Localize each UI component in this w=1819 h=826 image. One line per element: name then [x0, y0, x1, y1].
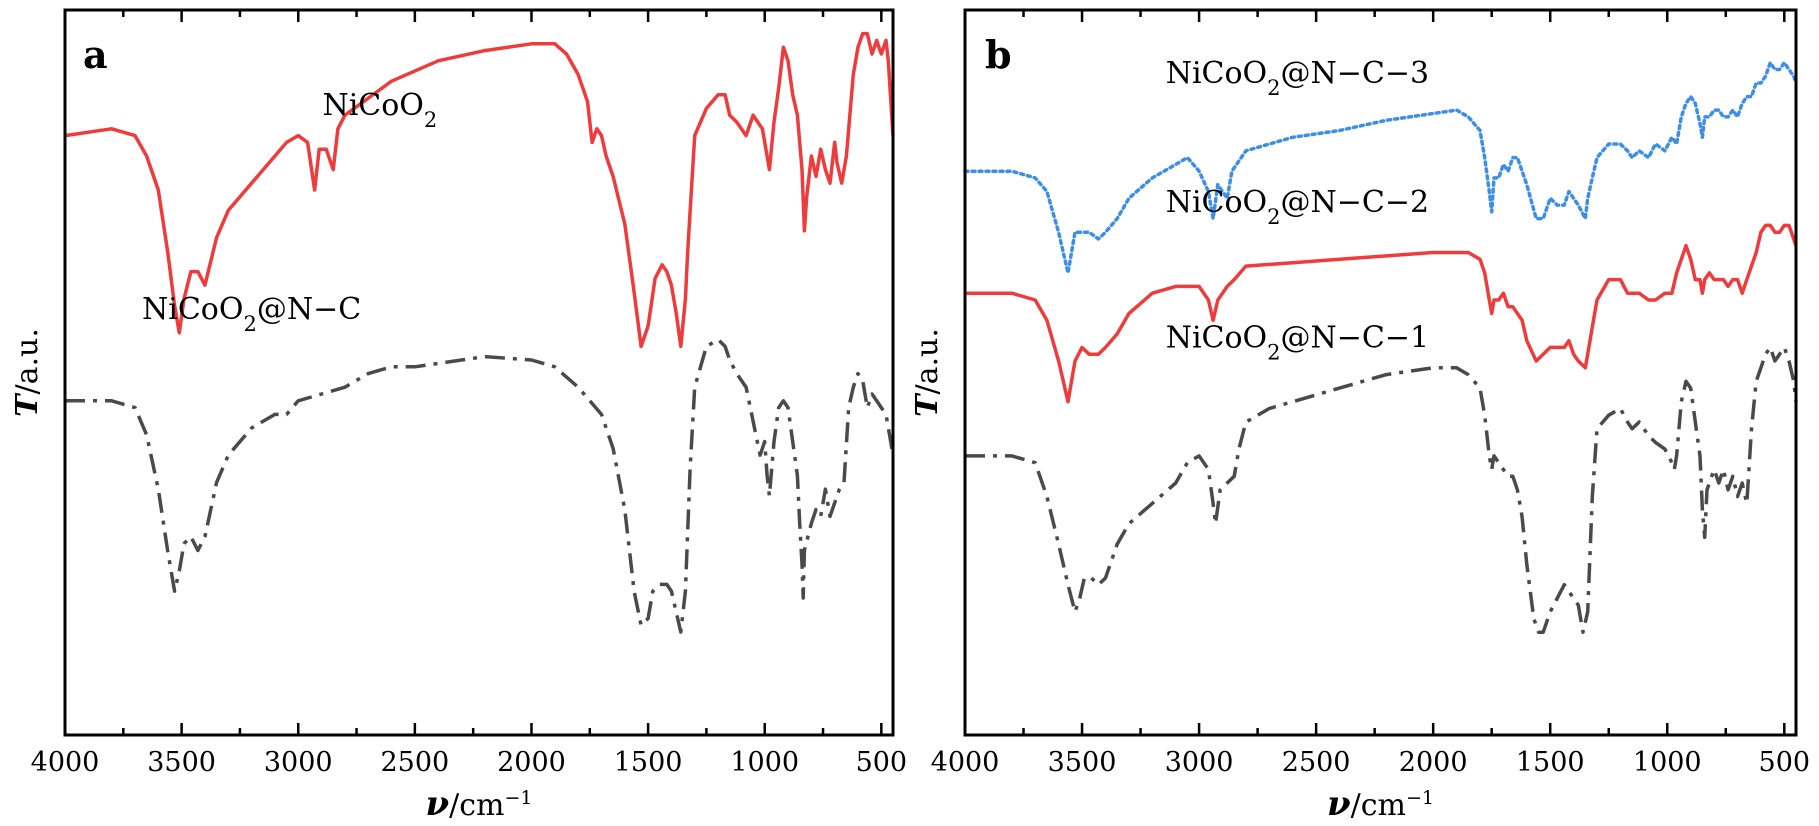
plot-frame-b [963, 8, 1798, 737]
x-tick-label-a-1000: 1000 [730, 747, 799, 778]
series-line-b-1 [965, 223, 1798, 404]
x-tick-label-a-3500: 3500 [147, 747, 216, 778]
panel-letter-b: b [985, 32, 1012, 77]
x-tick-label-b-2500: 2500 [1282, 747, 1351, 778]
x-tick-label-b-3500: 3500 [1048, 747, 1117, 778]
x-tick-label-b-4000: 4000 [931, 747, 1000, 778]
x-tick-label-b-500: 500 [1759, 747, 1811, 778]
panel-letter-a: a [83, 32, 108, 77]
panel-b: NiCoO2@N−C−3 NiCoO2@N−C−2 NiCoO2@N−C−1 4000… [910, 8, 1811, 824]
plot-frame-a [63, 8, 895, 737]
x-tick-label-a-3000: 3000 [264, 747, 333, 778]
x-tick-label-b-2000: 2000 [1399, 747, 1468, 778]
x-tick-label-b-1000: 1000 [1633, 747, 1702, 778]
panel-a: NiCoO2 NiCoO2@N−C 4000 3500 3000 2500 2000 1500… [10, 8, 908, 824]
x-tick-label-a-500: 500 [856, 747, 908, 778]
x-tick-label-a-1500: 1500 [614, 747, 683, 778]
series-label-b-2: NiCoO2@N−C−1 [1166, 320, 1429, 364]
series-line-a-0 [64, 31, 895, 349]
x-axis-label-a: ν/cm−1 [426, 784, 533, 824]
x-tick-label-a-4000: 4000 [31, 747, 100, 778]
x-tick-label-b-3000: 3000 [1165, 747, 1234, 778]
y-axis-label-a: T/a.u. [10, 328, 45, 417]
series-line-b-2 [965, 345, 1798, 634]
x-tick-label-a-2500: 2500 [380, 747, 449, 778]
series-label-b-1: NiCoO2@N−C−2 [1166, 185, 1429, 229]
series-line-b-0 [963, 60, 1798, 275]
x-tick-label-b-1500: 1500 [1516, 747, 1585, 778]
x-axis-label-b: ν/cm−1 [1327, 784, 1434, 824]
series-label-a-1: NiCoO2@N−C [142, 292, 361, 336]
series-label-b-0: NiCoO2@N−C−3 [1166, 56, 1429, 100]
x-tick-label-a-2000: 2000 [497, 747, 566, 778]
series-line-a-1 [65, 337, 895, 634]
series-label-a-0: NiCoO2 [322, 88, 437, 132]
y-axis-label-b: T/a.u. [910, 328, 945, 417]
